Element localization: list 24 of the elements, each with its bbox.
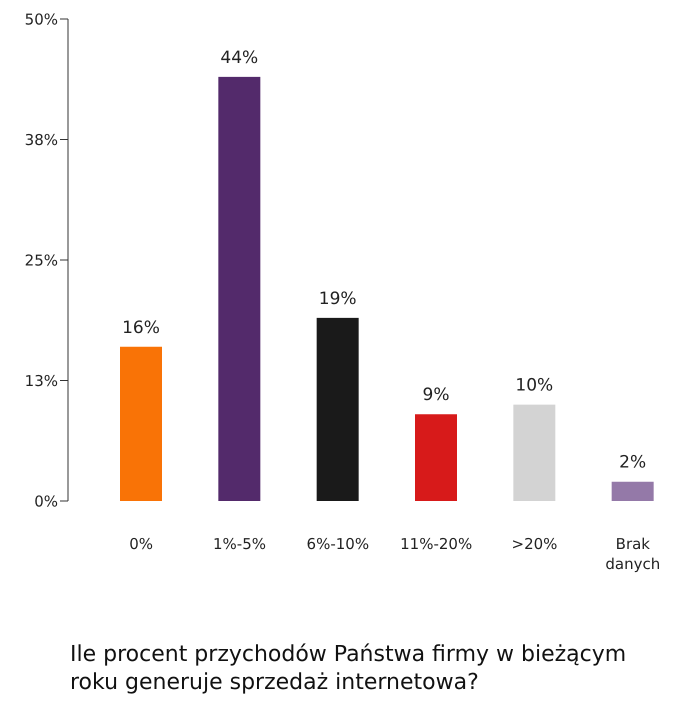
data-label: 10%: [515, 376, 554, 396]
bar: [513, 404, 556, 501]
bar: [316, 318, 359, 501]
x-tick-label: >20%: [512, 535, 558, 553]
data-label: 2%: [619, 452, 646, 473]
x-tick-label: 1%-5%: [212, 535, 266, 553]
x-tick-label: 6%-10%: [306, 535, 370, 553]
x-tick-label: 11%-20%: [400, 535, 472, 553]
bar: [120, 346, 162, 501]
y-tick-label: 50%: [24, 10, 58, 28]
x-tick-label: Brak danych: [605, 535, 660, 573]
y-tick-label: 13%: [24, 372, 58, 390]
y-tick-label: 25%: [24, 251, 58, 270]
data-label: 9%: [422, 385, 450, 406]
text: Ile procent przychodów Państwa firmy w bieżącym roku generuje sprzedaż internetowa?: [70, 641, 628, 697]
x-tick-label: 0%: [129, 535, 154, 553]
y-tick-label: 0%: [34, 492, 58, 510]
data-label: 16%: [122, 318, 160, 338]
y-tick-label: 38%: [24, 130, 58, 149]
bar: [218, 76, 260, 501]
data-label: 44%: [220, 48, 258, 68]
bar: [612, 482, 654, 501]
bar: [415, 414, 457, 501]
data-label: 19%: [318, 288, 357, 309]
